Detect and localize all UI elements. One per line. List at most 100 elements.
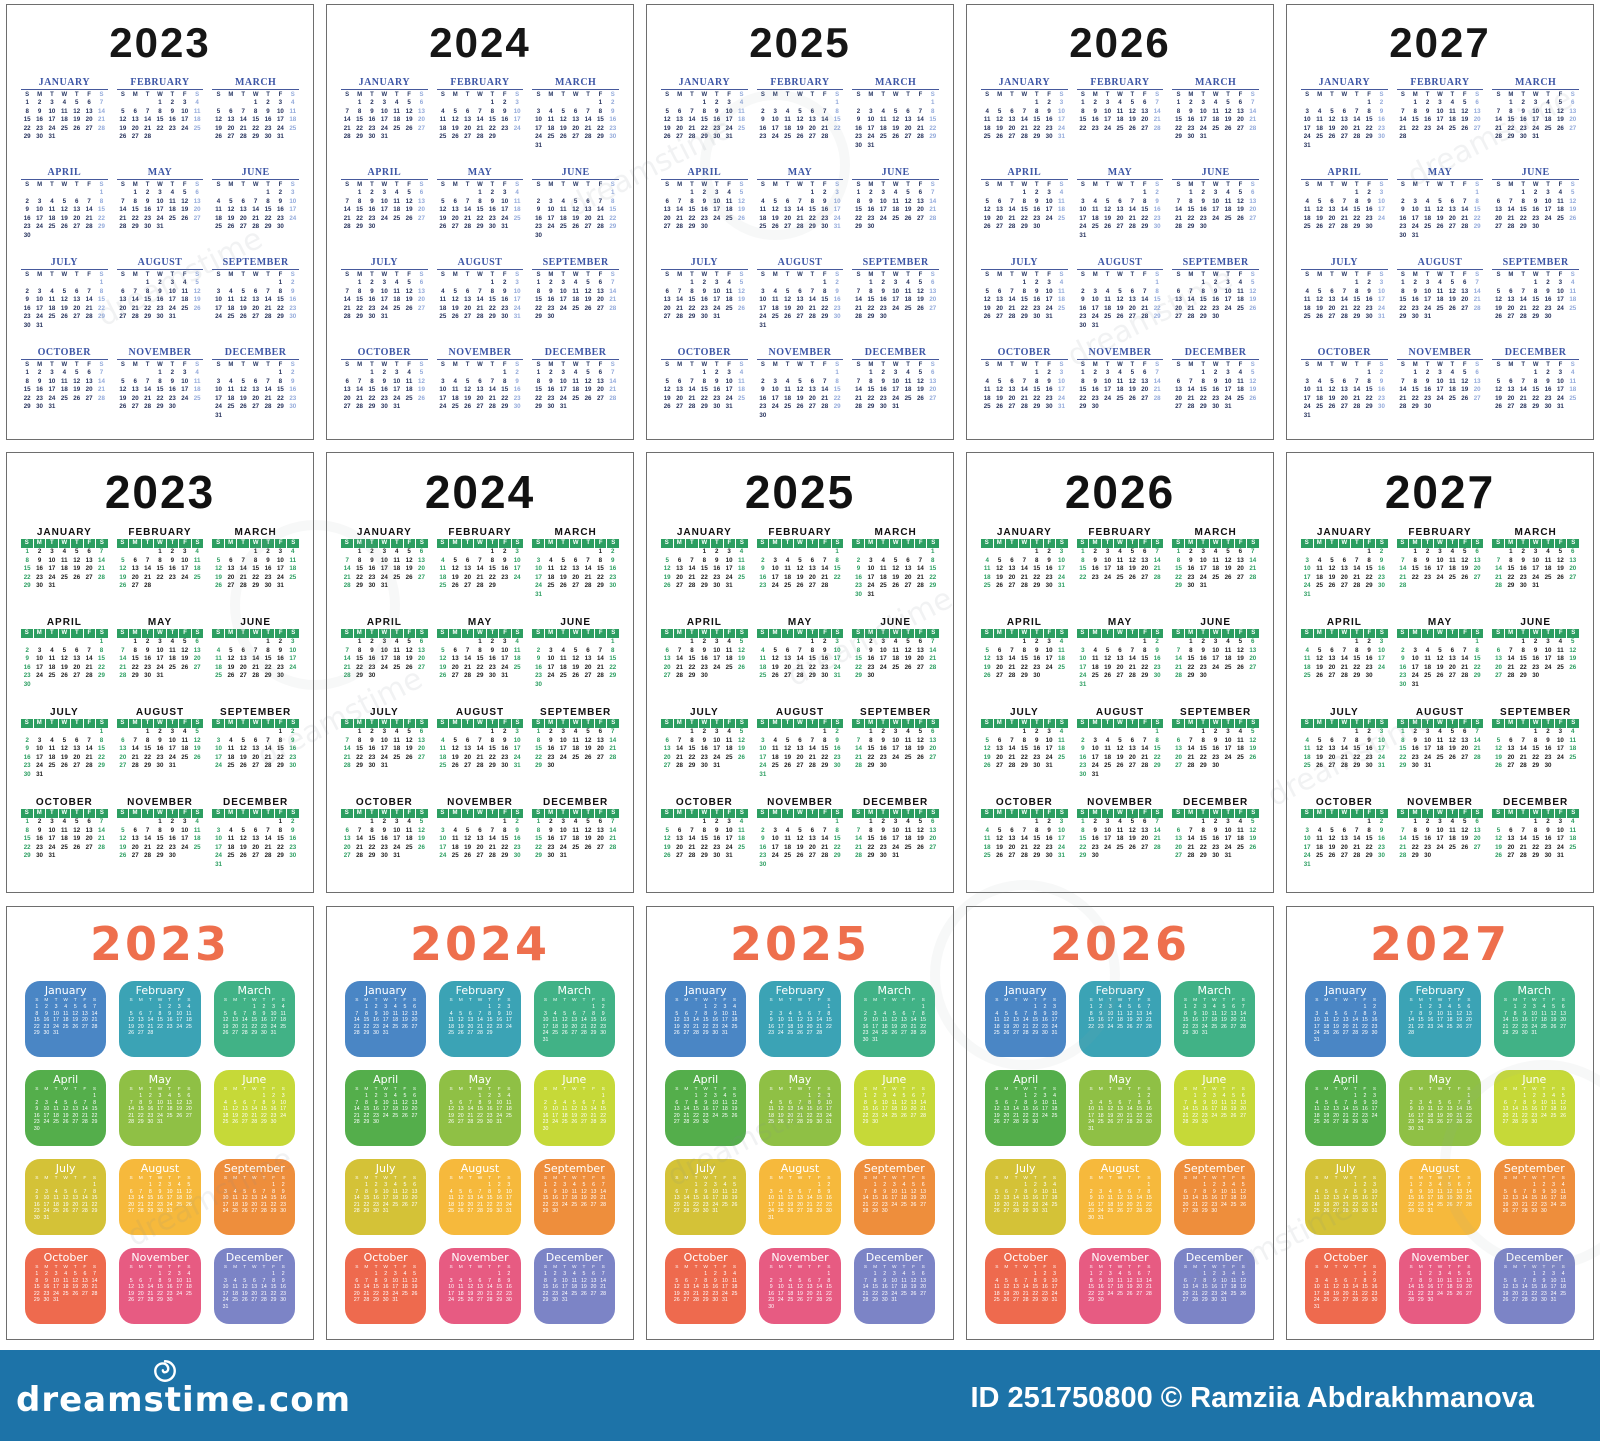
weekday-letter: S	[607, 719, 619, 728]
day-cell: 11	[572, 287, 579, 295]
day-cell: 6	[133, 826, 137, 834]
day-cell: 29	[1020, 672, 1028, 680]
day-cell: 30	[368, 762, 376, 770]
day-cell: 6	[133, 556, 137, 564]
day-cell: 2	[1047, 818, 1051, 825]
weekday-letter: T	[391, 809, 403, 818]
day-cell: 10	[771, 835, 779, 843]
day-cell: 13	[1141, 107, 1149, 115]
day-cell: 14	[144, 116, 152, 124]
day-cell: 9	[1213, 736, 1218, 744]
day-cell: 17	[1303, 573, 1311, 581]
day-cell: 16	[713, 565, 721, 573]
month-title: DECEMBER	[543, 797, 609, 808]
weekday-letter: T	[1330, 92, 1334, 98]
day-cell: 31	[725, 582, 733, 590]
weekday-letter: M	[1317, 272, 1323, 278]
day-cell: 11	[572, 826, 579, 834]
day-cell: 7	[345, 287, 349, 295]
weekday-letter: M	[677, 362, 683, 368]
day-cell: 8	[1155, 287, 1159, 295]
day-cell: 18	[1224, 206, 1232, 214]
weekday-letter: F	[87, 272, 91, 278]
month-block: MARCH S M T W T F S 1 2 3 4 5 6 7 8 9 10 11 12 13 14 15 16 17 18 1…	[532, 527, 619, 612]
day-cell: 28	[609, 394, 617, 402]
weekday-letter: M	[449, 719, 461, 728]
day-cell: 29	[535, 313, 542, 321]
day-cell: 15	[252, 116, 260, 124]
day-cell: 26	[663, 582, 671, 590]
day-cell: 31	[1532, 133, 1540, 141]
month-days-grid: 1 2 3 4 5 6 7 8 9 10 11 12 13 14 15 16 17 18 19 20 21 22 23 24 2…	[1397, 369, 1484, 412]
day-cell: 4	[985, 826, 989, 834]
month-block: DECEMBER S M T W T F S 1 2 3 4 5 6 7 8 9 10 11 12 13 14 15 16 17…	[852, 797, 939, 882]
day-cell: 4	[229, 736, 233, 744]
day-cell: 25	[1058, 304, 1065, 312]
day-cell: 8	[266, 197, 270, 205]
day-cell: 19	[60, 214, 68, 222]
day-cell: 5	[453, 736, 457, 744]
weekday-letter: S	[1570, 272, 1575, 278]
day-cell: 12	[983, 206, 991, 214]
day-cell-empty	[1338, 369, 1350, 378]
day-cell: 14	[343, 745, 351, 753]
day-cell: 1	[158, 99, 162, 106]
day-cell: 9	[549, 826, 553, 834]
day-cell: 15	[1411, 116, 1419, 124]
day-cell: 13	[451, 206, 459, 214]
day-cell: 10	[36, 206, 43, 214]
weekday-letter: W	[794, 719, 806, 728]
day-cell: 13	[808, 386, 816, 394]
day-cell: 6	[1475, 99, 1479, 106]
month-days-grid: 1 2 3 4 5 6 7 8 9 10 11 12 13 14 15 16 17 18 19 20 21 22 23 24 2…	[1301, 548, 1388, 600]
day-cell: 29	[1199, 313, 1207, 321]
day-cell: 1	[278, 818, 283, 825]
day-cell-empty	[877, 548, 889, 557]
day-cell: 3	[1201, 99, 1205, 106]
day-cell: 17	[1212, 655, 1220, 663]
day-cell-empty	[1313, 279, 1325, 288]
day-cell: 6	[345, 377, 349, 385]
weekday-letter: M	[132, 272, 138, 278]
day-cell: 10	[1378, 197, 1385, 205]
day-cell: 2	[25, 197, 29, 205]
day-cell: 15	[867, 745, 875, 753]
day-cell: 22	[1141, 214, 1149, 222]
weekday-letter: T	[1006, 629, 1018, 638]
day-cell: 20	[584, 663, 592, 671]
month-days-grid: 1 2 3 4 5 6 7 8 9 10 11 12 13 14 15 16 17 18 19 20 21 22 23 24 2…	[117, 189, 204, 232]
day-cell: 12	[738, 736, 745, 744]
day-cell: 11	[904, 826, 912, 834]
day-cell: 8	[99, 646, 104, 654]
day-cell: 1	[611, 638, 615, 645]
day-cell: 23	[867, 663, 875, 671]
day-cell-empty	[461, 369, 473, 378]
day-cell: 22	[368, 394, 376, 402]
day-cell: 8	[1189, 646, 1193, 654]
day-cell: 2	[1081, 287, 1085, 295]
day-cell: 20	[464, 753, 472, 761]
day-cell: 22	[609, 214, 617, 222]
day-cell: 25	[1556, 214, 1564, 222]
weekday-letter: M	[228, 362, 234, 368]
day-cell: 12	[60, 655, 68, 663]
day-cell: 1	[690, 189, 694, 196]
day-cell: 20	[808, 394, 816, 402]
day-cell: 8	[357, 646, 362, 654]
day-cell: 21	[1340, 304, 1348, 312]
day-cell: 3	[291, 638, 295, 645]
day-cell: 9	[490, 197, 495, 205]
day-cell: 9	[1155, 646, 1159, 654]
day-cell-empty	[1172, 728, 1184, 737]
day-cell: 9	[37, 377, 42, 385]
day-cell: 14	[343, 565, 351, 573]
day-cell: 6	[997, 197, 1002, 205]
weekday-letter: T	[266, 182, 270, 188]
day-cell: 20	[929, 296, 937, 304]
day-cell: 29	[688, 672, 696, 680]
day-cell: 30	[36, 852, 43, 860]
day-cell: 23	[156, 304, 164, 312]
weekday-letter: T	[1201, 272, 1206, 278]
